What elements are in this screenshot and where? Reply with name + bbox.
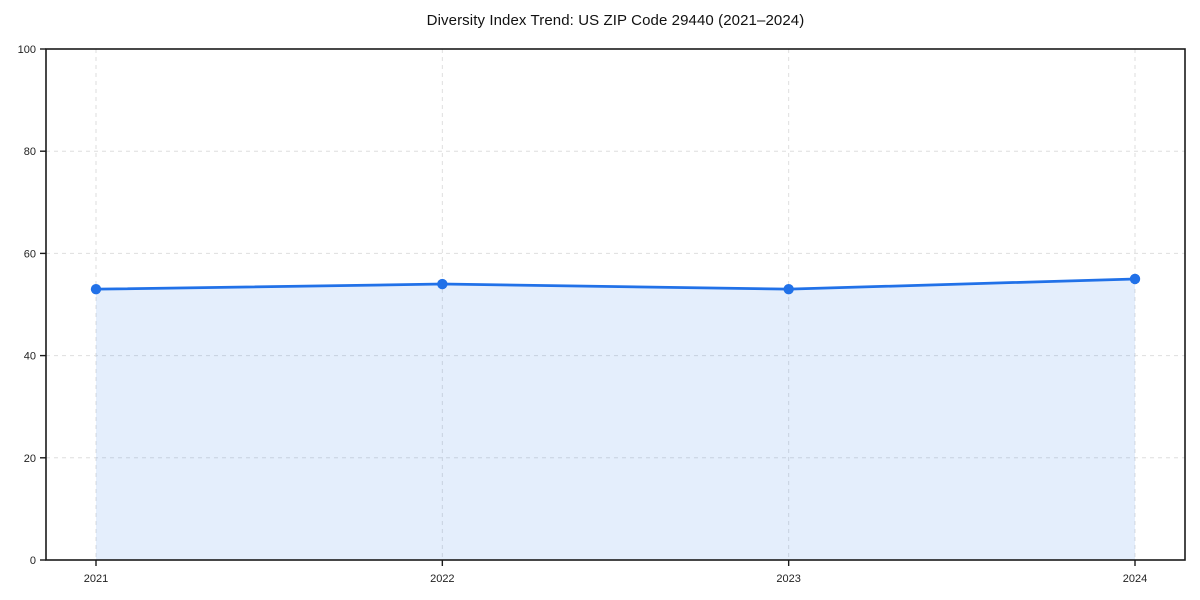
x-tick-label: 2024 [1123,573,1147,585]
x-tick-label: 2023 [776,573,800,585]
y-tick-label: 100 [18,44,36,56]
trend-line [94,277,1137,291]
y-tick-label: 60 [24,248,36,260]
x-tick-label: 2021 [84,573,108,585]
y-tick-label: 0 [30,555,36,567]
data-point-2022 [437,278,448,290]
chart-title: Diversity Index Trend: US ZIP Code 29440… [426,12,805,29]
y-tick-label: 40 [24,351,36,363]
area-fill [96,278,1135,560]
data-point-2024 [1129,273,1141,285]
data-point-2023 [783,283,794,295]
y-tick-label: 20 [24,453,36,465]
plot-border [45,48,1186,561]
y-tick-label: 80 [24,146,36,158]
data-point-2021 [90,283,102,295]
x-tick-label: 2022 [430,573,454,585]
